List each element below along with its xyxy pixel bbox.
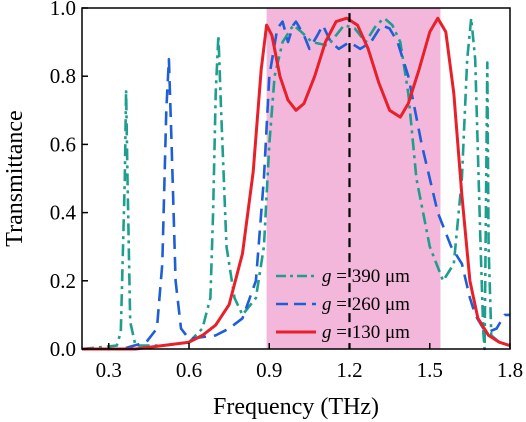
y-tick-label: 0.6 bbox=[50, 132, 76, 156]
passband-shading bbox=[266, 8, 441, 349]
y-tick-label: 0.0 bbox=[50, 337, 76, 361]
legend-label-3: g = 130 μm bbox=[322, 322, 410, 343]
x-tick-label: 1.2 bbox=[336, 358, 362, 382]
x-tick-label: 0.9 bbox=[256, 358, 282, 382]
legend: g = 390 μm g = 260 μm g = 130 μm bbox=[276, 266, 410, 343]
series-line-2 bbox=[82, 20, 510, 351]
legend-label-2: g = 260 μm bbox=[322, 294, 410, 315]
x-tick-label: 1.5 bbox=[417, 358, 443, 382]
series-layer bbox=[81, 16, 511, 351]
x-tick-label: 1.8 bbox=[497, 358, 523, 382]
y-tick-label: 0.4 bbox=[50, 201, 77, 225]
y-tick-label: 0.2 bbox=[50, 269, 76, 293]
y-axis-title: Transmittance bbox=[2, 110, 28, 246]
x-tick-label: 0.3 bbox=[96, 358, 122, 382]
series-line-3 bbox=[82, 16, 511, 351]
ticks-layer: 0.3 0.6 0.9 1.2 1.5 1.8 0.0 0.2 0.4 0.6 0.8 1.0 bbox=[50, 0, 523, 382]
plot-frame bbox=[81, 7, 511, 350]
legend-label-1: g = 390 μm bbox=[322, 266, 410, 287]
x-tick-label: 0.6 bbox=[176, 358, 202, 382]
y-tick-label: 0.8 bbox=[50, 64, 76, 88]
y-tick-label: 1.0 bbox=[50, 0, 76, 20]
x-axis-title: Frequency (THz) bbox=[213, 394, 379, 420]
